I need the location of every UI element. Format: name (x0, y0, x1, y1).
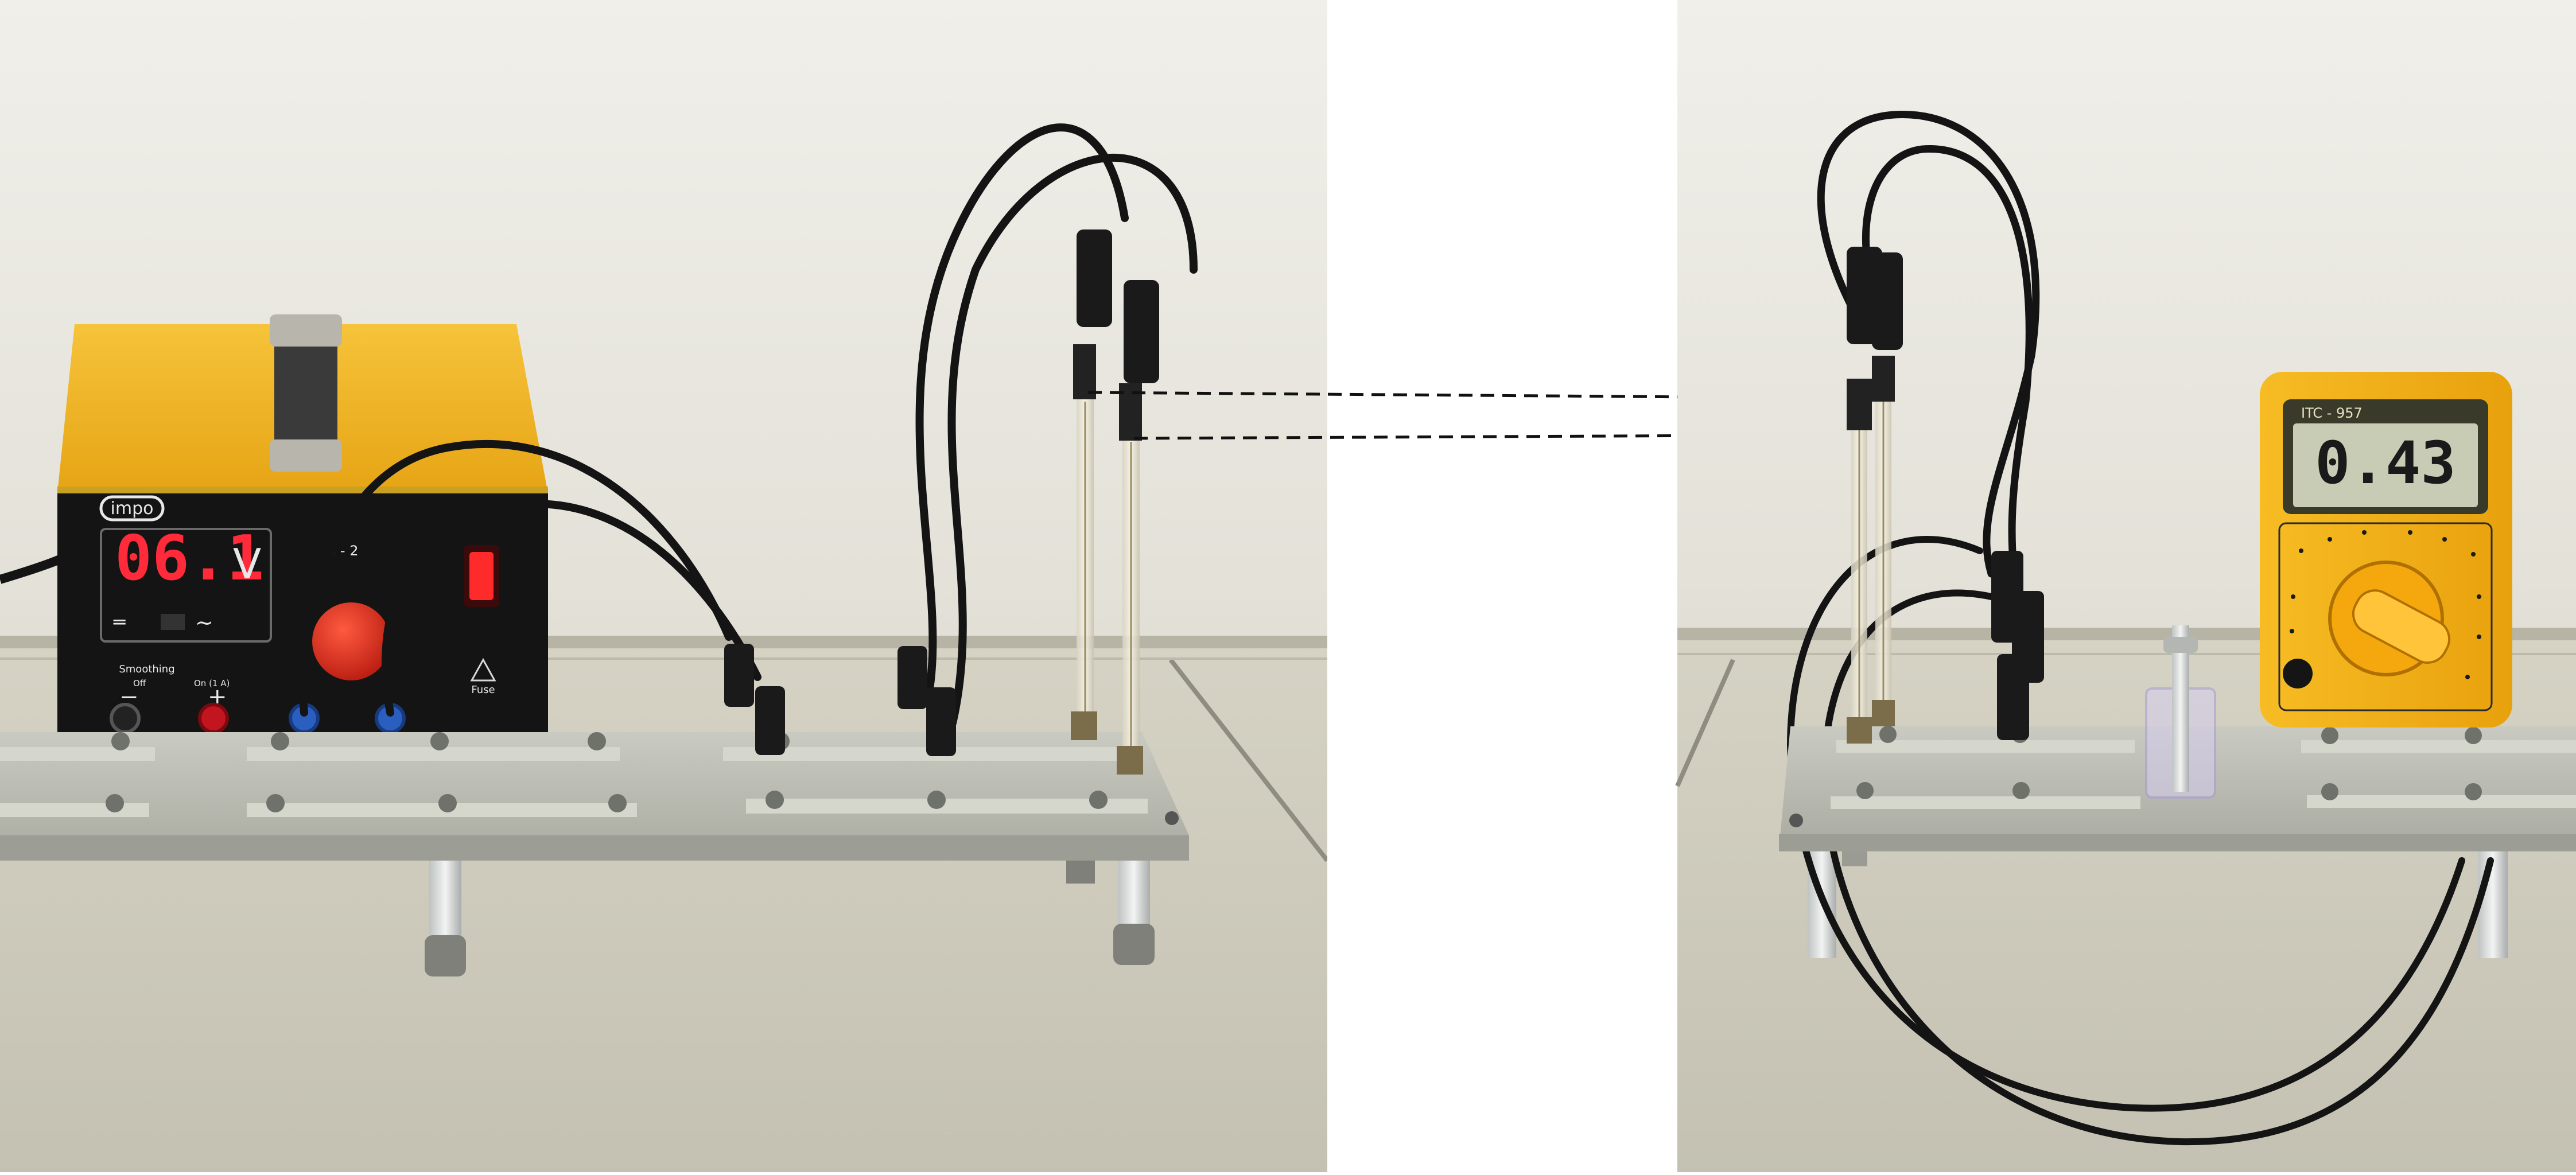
voltage-unit: V (233, 540, 261, 588)
multimeter: ITC - 957 0.43 (2260, 372, 2512, 727)
fuse-label: Fuse (471, 684, 495, 696)
black-socket[interactable] (110, 703, 141, 734)
red-socket[interactable] (198, 703, 229, 734)
voltage-knob[interactable] (312, 602, 390, 680)
voltage-display: 06.1 (115, 523, 264, 594)
left-base-plate (0, 732, 1189, 861)
left-plug-1 (724, 644, 754, 707)
meter-reading: 0.43 (2315, 429, 2456, 497)
left-glass-tubes (1071, 344, 1143, 775)
supply-brand: impo (111, 499, 154, 519)
right-photo: ITC - 957 0.43 (1675, 0, 2576, 1172)
left-photo: impo 06.1 V ═ ∼ 0 - 2 Fuse Smoothing Off… (0, 0, 1330, 1172)
smoothing-off-label: Off (133, 678, 146, 688)
smoothing-on-label: On (1 A) (194, 678, 230, 688)
right-plug-3 (1997, 654, 2029, 740)
clip-right-2 (1872, 252, 1903, 350)
left-plug-3 (897, 646, 927, 709)
white-gap (1327, 0, 1677, 1172)
right-glass-tubes (1847, 356, 1895, 744)
smoothing-label: Smoothing (119, 663, 174, 675)
carry-handle (274, 316, 337, 470)
dc-symbol-icon: ═ (113, 611, 126, 634)
clip-left-1 (1077, 229, 1112, 327)
meter-button[interactable] (2283, 659, 2313, 688)
left-plug-2 (755, 686, 785, 755)
acrylic-holder (2145, 625, 2216, 799)
meter-lcd (2293, 423, 2478, 507)
meter-model: ITC - 957 (2301, 405, 2363, 421)
ac-symbol-icon: ∼ (195, 610, 213, 635)
clip-left-2 (1124, 280, 1159, 383)
fuse-warning-icon (470, 657, 496, 682)
left-plug-4 (926, 687, 956, 756)
